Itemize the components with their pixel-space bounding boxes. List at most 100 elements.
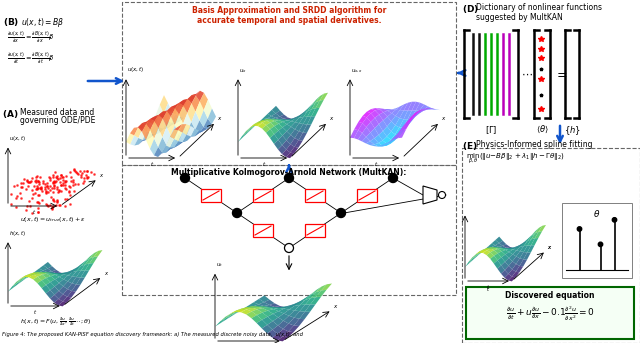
Text: $\{h\}$: $\{h\}$	[564, 124, 580, 137]
Polygon shape	[512, 272, 520, 277]
Polygon shape	[278, 314, 289, 321]
Polygon shape	[77, 264, 85, 271]
Polygon shape	[294, 311, 305, 319]
Polygon shape	[77, 261, 86, 268]
Polygon shape	[468, 256, 476, 264]
Polygon shape	[252, 307, 262, 309]
Polygon shape	[266, 119, 275, 122]
Polygon shape	[259, 119, 267, 122]
Polygon shape	[497, 265, 505, 274]
Polygon shape	[154, 115, 163, 128]
Polygon shape	[494, 247, 502, 249]
Polygon shape	[221, 315, 231, 323]
Polygon shape	[296, 112, 304, 117]
Polygon shape	[253, 304, 264, 307]
Polygon shape	[274, 131, 282, 140]
Polygon shape	[30, 273, 38, 276]
Polygon shape	[151, 132, 159, 137]
Polygon shape	[283, 323, 294, 331]
Polygon shape	[358, 116, 367, 123]
Polygon shape	[289, 318, 300, 326]
Polygon shape	[68, 269, 77, 273]
Polygon shape	[505, 252, 513, 258]
Polygon shape	[350, 129, 358, 138]
Polygon shape	[415, 110, 424, 116]
Polygon shape	[416, 103, 424, 110]
Polygon shape	[47, 273, 55, 276]
Polygon shape	[366, 141, 374, 145]
Polygon shape	[172, 105, 180, 114]
Polygon shape	[320, 93, 328, 100]
Point	[22, 179, 33, 185]
Polygon shape	[182, 135, 191, 142]
Polygon shape	[147, 126, 156, 137]
Point	[16, 196, 26, 201]
Polygon shape	[513, 250, 520, 257]
Polygon shape	[287, 135, 294, 144]
Polygon shape	[44, 262, 52, 269]
Point	[68, 179, 79, 185]
Polygon shape	[516, 243, 524, 247]
Polygon shape	[403, 118, 411, 128]
Point	[22, 178, 33, 183]
Point	[15, 180, 26, 186]
Point	[52, 184, 62, 190]
Polygon shape	[495, 237, 503, 243]
Polygon shape	[255, 121, 263, 126]
Polygon shape	[502, 250, 509, 255]
Polygon shape	[272, 334, 283, 340]
Polygon shape	[167, 105, 175, 112]
Polygon shape	[253, 299, 264, 304]
Polygon shape	[154, 147, 162, 157]
Polygon shape	[142, 119, 150, 124]
Polygon shape	[506, 248, 513, 249]
Point	[48, 179, 58, 184]
Point	[41, 189, 51, 194]
Polygon shape	[39, 271, 47, 273]
Point	[82, 175, 92, 181]
Point	[23, 184, 33, 189]
Point	[66, 174, 76, 180]
Text: $x$: $x$	[99, 172, 104, 179]
Polygon shape	[21, 276, 30, 282]
Point	[33, 209, 44, 214]
Polygon shape	[398, 129, 406, 138]
Point	[40, 181, 51, 187]
Point	[24, 198, 35, 204]
Point	[61, 186, 71, 191]
Polygon shape	[516, 251, 524, 258]
Polygon shape	[158, 137, 166, 152]
Polygon shape	[283, 331, 294, 337]
Polygon shape	[269, 307, 280, 308]
Polygon shape	[86, 253, 94, 261]
Polygon shape	[170, 139, 179, 147]
Polygon shape	[163, 107, 171, 111]
Polygon shape	[262, 119, 271, 120]
Point	[21, 186, 31, 192]
Polygon shape	[303, 125, 311, 133]
Point	[32, 199, 42, 205]
Polygon shape	[155, 127, 163, 134]
Polygon shape	[371, 128, 379, 138]
Text: $t$: $t$	[374, 160, 378, 168]
Polygon shape	[63, 297, 72, 303]
Polygon shape	[396, 118, 404, 127]
Polygon shape	[484, 247, 492, 250]
Polygon shape	[520, 241, 527, 247]
Polygon shape	[167, 112, 175, 123]
Polygon shape	[60, 273, 68, 274]
Polygon shape	[268, 110, 276, 116]
Polygon shape	[423, 186, 437, 204]
Polygon shape	[241, 309, 252, 315]
Polygon shape	[531, 238, 538, 245]
Polygon shape	[280, 119, 288, 120]
Polygon shape	[164, 103, 172, 121]
Polygon shape	[502, 248, 510, 249]
Text: $\langle\theta\rangle$: $\langle\theta\rangle$	[536, 124, 548, 135]
Polygon shape	[316, 290, 326, 297]
Polygon shape	[63, 275, 72, 282]
Polygon shape	[59, 286, 67, 294]
Point	[31, 174, 42, 179]
Polygon shape	[398, 123, 406, 133]
Polygon shape	[509, 247, 517, 249]
